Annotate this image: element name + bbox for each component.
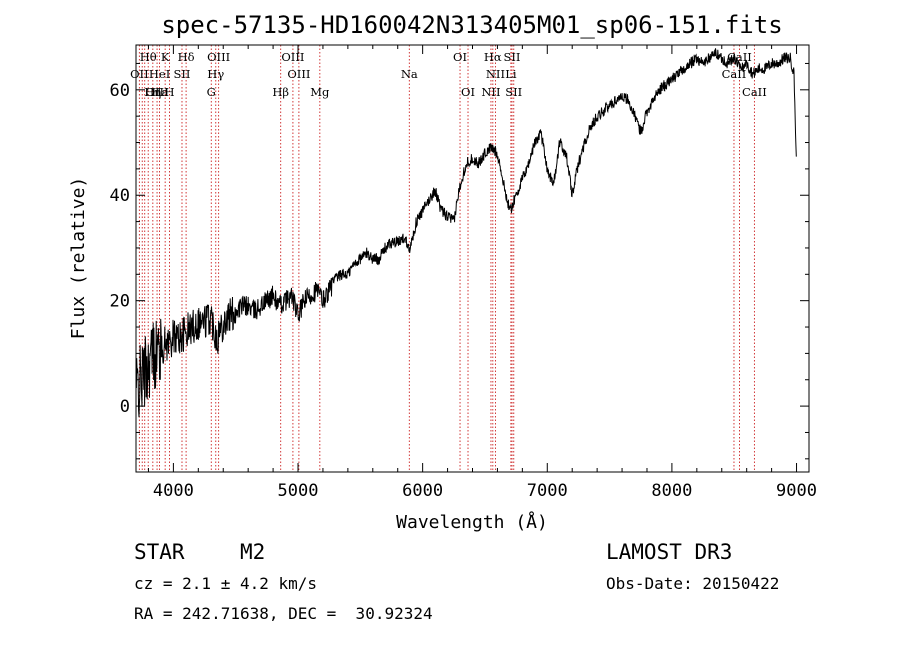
lines-top-label-7: SII [504,50,521,64]
lines-bottom-label-1: Hε [152,85,168,99]
x-axis-label: Wavelength (Å) [396,511,548,533]
ra-dec: RA = 242.71638, DEC = 30.92324 [134,604,433,623]
lines-bottom-label-6: Mg [310,85,330,99]
lines-top-label-5: OI [453,50,467,64]
y-axis-ticks: 0 20 40 60 [110,62,809,460]
lines-middle-label-2: SII [174,67,191,81]
lines-middle-label-5: Na [401,67,418,81]
x-tick-label-3: 7000 [527,481,568,501]
spectrum-line [135,48,797,418]
x-tick-label-2: 6000 [402,481,443,501]
lines-top-label-3: OIII [207,50,230,64]
lines-bottom-label-10: CaII [742,85,767,99]
y-axis-label: Flux (relative) [68,177,89,340]
object-subclass: M2 [240,540,266,564]
redshift-cz: cz = 2.1 ± 4.2 km/s [134,574,318,593]
lines-top-label-0: Hθ [140,50,157,64]
lines-middle-label-8: CaII [722,67,747,81]
lines-bottom-label-4: G [207,85,216,99]
x-tick-label-5: 9000 [776,481,817,501]
x-tick-label-0: 4000 [153,481,194,501]
lines-top-label-6: Hα [484,50,502,64]
x-axis-ticks: 4000 5000 6000 7000 8000 9000 [147,45,817,501]
x-tick-label-1: 5000 [278,481,319,501]
lines-bottom-label-8: NII [481,85,500,99]
lines-top-label-2: Hδ [178,50,195,64]
object-class: STAR [134,540,185,564]
spectrum-series [135,48,797,418]
y-tick-label-3: 60 [110,81,130,101]
lines-bottom-label-3: H [165,85,175,99]
lines-bottom-label-2: Hη [144,85,161,99]
lines-bottom-label-9: SII [505,85,522,99]
y-tick-label-2: 40 [110,186,130,206]
lines-bottom-label-0: OIII [146,85,169,99]
emission-line-markers [138,45,755,472]
obs-date: Obs-Date: 20150422 [606,574,780,593]
y-tick-label-1: 20 [110,292,130,312]
lines-top-label-1: K [161,50,170,64]
lines-top-label-4: OIII [281,50,304,64]
chart-title: spec-57135-HD160042N313405M01_sp06-151.f… [161,11,782,39]
lines-middle-label-6: NII [486,67,505,81]
plot-frame [135,44,810,473]
lines-middle-label-1: HeI [149,67,170,81]
lines-middle-label-0: OII [130,67,149,81]
lines-middle-label-7: Li [505,67,517,81]
y-tick-label-0: 0 [120,397,130,417]
survey-name: LAMOST DR3 [606,540,733,564]
x-tick-label-4: 8000 [651,481,692,501]
lines-middle-label-3: Hγ [207,67,224,81]
lines-bottom-label-5: Hβ [272,85,289,99]
lines-bottom-label-7: OI [461,85,475,99]
lines-middle-label-4: OIII [287,67,310,81]
